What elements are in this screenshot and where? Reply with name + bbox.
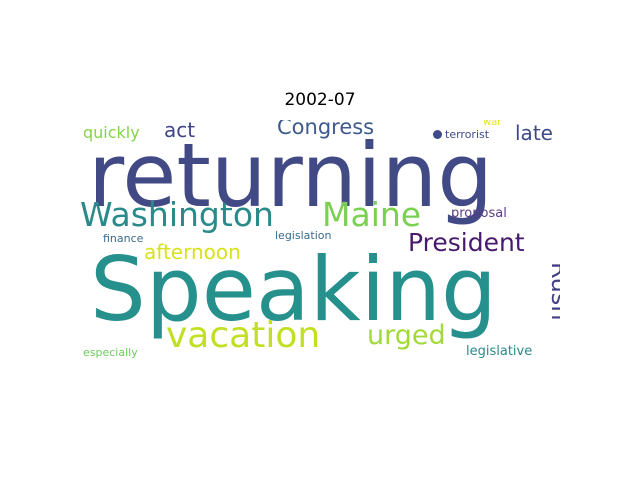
- word-maine: Maine: [322, 195, 422, 234]
- word-afternoon: afternoon: [144, 240, 241, 264]
- figure-title: 2002-07: [284, 90, 356, 110]
- word-war: war: [483, 120, 502, 128]
- word-cloud: returning Speaking Washington Maine Pres…: [80, 120, 560, 360]
- word-rush: Rush: [546, 262, 560, 321]
- word-especially: especially: [83, 346, 138, 359]
- round-mark: [433, 130, 442, 139]
- word-finance: finance: [103, 232, 144, 245]
- word-urged: urged: [367, 320, 446, 351]
- word-late: late: [515, 121, 553, 145]
- word-act: act: [164, 120, 196, 142]
- word-vacation: vacation: [166, 315, 321, 356]
- word-quickly: quickly: [83, 123, 140, 142]
- word-congress: Congress: [277, 120, 375, 139]
- word-president: President: [408, 228, 525, 257]
- word-speaking: Speaking: [90, 238, 497, 341]
- word-legislation: legislation: [275, 229, 332, 242]
- word-legislative: legislative: [466, 344, 533, 359]
- word-proposal: proposal: [451, 206, 507, 221]
- word-washington: Washington: [80, 195, 274, 234]
- word-terrorist: terrorist: [445, 128, 490, 141]
- word-returning: returning: [88, 124, 494, 227]
